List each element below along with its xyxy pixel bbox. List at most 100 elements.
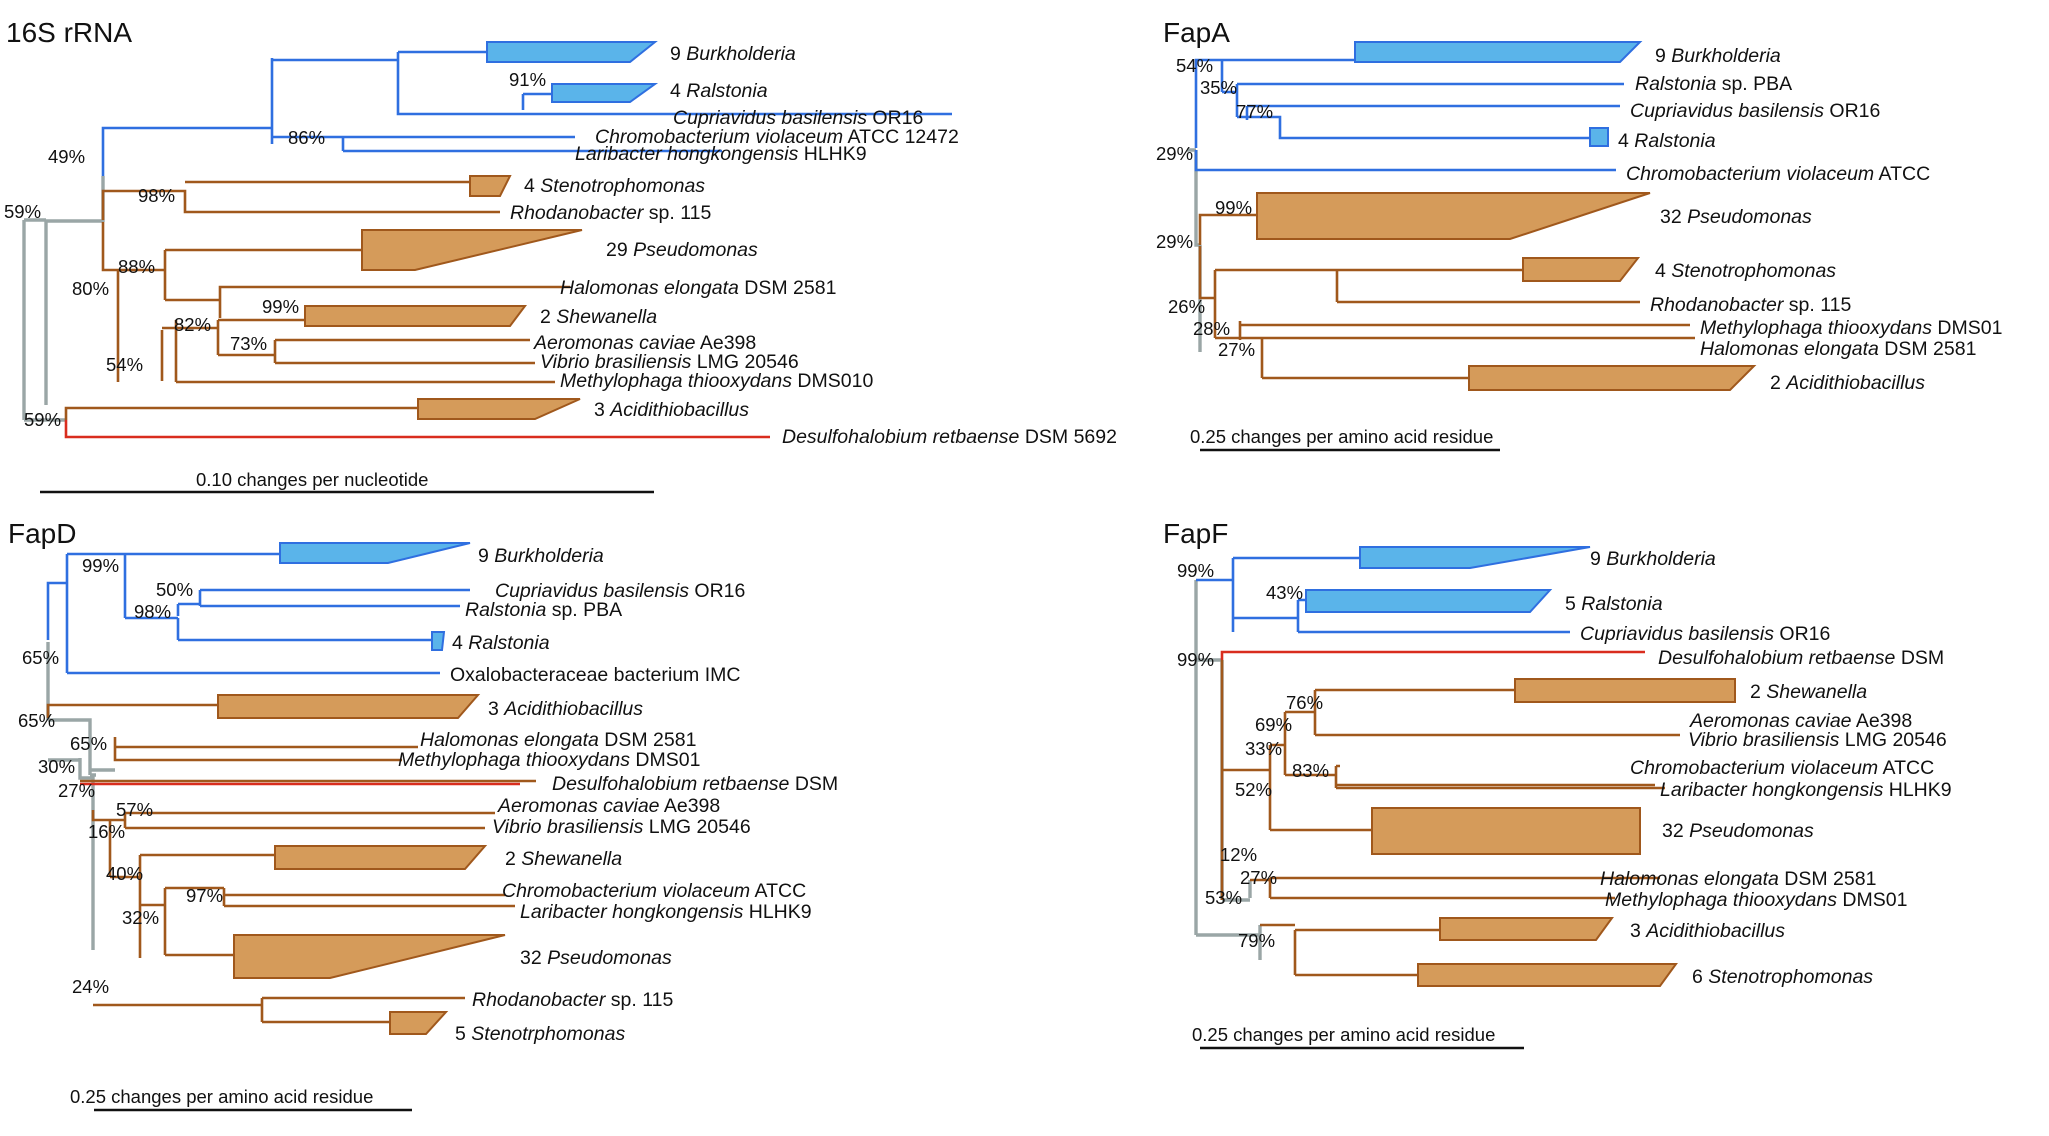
support-value: 69% — [1255, 714, 1292, 735]
support-value: 83% — [1292, 760, 1329, 781]
collapsed-clade-acidithiobacillus — [417, 398, 581, 420]
taxon-label: Rhodanobacter sp. 115 — [510, 202, 711, 224]
support-value: 59% — [24, 409, 61, 430]
taxon-label: 9 Burkholderia — [670, 43, 796, 65]
support-values: 54% 35% 77% 29% 99% 29% 26% 28% 27% — [1156, 55, 1273, 360]
collapsed-clade-shewanella — [274, 845, 488, 870]
support-value: 27% — [1240, 867, 1277, 888]
support-value: 82% — [174, 314, 211, 335]
taxon-label: 4 Ralstonia — [452, 632, 550, 654]
taxon-label: Oxalobacteraceae bacterium IMC — [450, 664, 740, 686]
desulfohalobium-branch — [1220, 650, 1645, 660]
collapsed-clade-stenotrphomonas — [389, 1011, 449, 1035]
taxon-label: Rhodanobacter sp. 115 — [472, 989, 673, 1011]
taxon-label: Halomonas elongata DSM 2581 — [1600, 868, 1876, 890]
taxon-label: Aeromonas caviae Ae398 — [1689, 710, 1912, 732]
support-value: 57% — [116, 799, 153, 820]
beta-branches — [101, 50, 952, 176]
taxon-label: Halomonas elongata DSM 2581 — [1700, 338, 1976, 360]
taxon-label: 2 Shewanella — [540, 306, 657, 328]
taxon-label: Desulfohalobium retbaense DSM 5692 — [782, 426, 1117, 448]
taxon-label: 32 Pseudomonas — [1660, 206, 1812, 228]
taxon-labels: 9 Burkholderia Ralstonia sp. PBA Cupriav… — [1618, 45, 2002, 394]
support-value: 12% — [1220, 844, 1257, 865]
support-value: 99% — [1215, 197, 1252, 218]
collapsed-clade-ralstonia — [1305, 589, 1553, 613]
taxon-label: Methylophaga thiooxydans DMS01 — [1605, 889, 1907, 911]
scale-bar-label: 0.25 changes per amino acid residue — [1192, 1024, 1495, 1045]
root-branch — [1187, 148, 1202, 352]
scale-bar-label: 0.10 changes per nucleotide — [196, 469, 428, 490]
taxon-label: Halomonas elongata DSM 2581 — [420, 729, 696, 751]
panel-fapf: FapF 9 Burkholderia 5 Ralstonia Cupriavi… — [1163, 518, 1952, 1050]
taxon-label: Methylophaga thiooxydans DMS010 — [560, 370, 873, 392]
support-values: 91% 86% 49% 98% 59% 88% 80% 99% 82% 73% … — [4, 69, 546, 430]
support-value: 98% — [134, 601, 171, 622]
collapsed-clade-burkholderia — [1354, 41, 1643, 63]
collapsed-clade-stenotrophomonas — [469, 175, 512, 197]
gamma-branches — [46, 703, 536, 1024]
collapsed-clade-pseudomonas — [361, 229, 583, 271]
taxon-label: 9 Burkholderia — [1655, 45, 1781, 67]
support-value: 33% — [1245, 738, 1282, 759]
taxon-label: Cupriavidus basilensis OR16 — [1580, 623, 1830, 645]
support-value: 27% — [58, 780, 95, 801]
support-value: 99% — [1177, 649, 1214, 670]
taxon-label: 4 Stenotrophomonas — [524, 175, 705, 197]
taxon-label: Cupriavidus basilensis OR16 — [495, 580, 745, 602]
collapsed-clade-burkholderia — [1359, 546, 1591, 569]
taxon-label: Cupriavidus basilensis OR16 — [673, 107, 923, 129]
collapsed-clade-acidithiobacillus — [217, 694, 481, 719]
taxon-label: Aeromonas caviae Ae398 — [533, 332, 756, 354]
taxon-label: 3 Acidithiobacillus — [594, 399, 749, 421]
panel-16s-rrna: 16S rRNA 9 Burkholderia 4 Ralstonia Cupr… — [4, 17, 1117, 494]
support-value: 26% — [1168, 296, 1205, 317]
collapsed-clade-shewanella — [304, 305, 527, 327]
beta-branches — [1194, 58, 1624, 172]
gamma-branches — [1198, 213, 1695, 380]
support-value: 79% — [1238, 930, 1275, 951]
panel-title: 16S rRNA — [6, 17, 132, 48]
panel-title: FapA — [1163, 17, 1230, 48]
taxon-label: Chromobacterium violaceum ATCC 12472 — [595, 126, 959, 148]
beta-branches — [1196, 556, 1570, 634]
collapsed-clade-burkholderia — [486, 41, 658, 63]
support-value: 65% — [70, 733, 107, 754]
taxon-label: Vibrio brasiliensis LMG 20546 — [492, 816, 751, 838]
support-value: 80% — [72, 278, 109, 299]
taxon-label: Halomonas elongata DSM 2581 — [560, 277, 836, 299]
taxon-label: 2 Shewanella — [1750, 681, 1867, 703]
support-value: 99% — [262, 296, 299, 317]
support-value: 24% — [72, 976, 109, 997]
support-value: 29% — [1156, 231, 1193, 252]
taxon-label: 4 Ralstonia — [670, 80, 768, 102]
scale-bar-label: 0.25 changes per amino acid residue — [1190, 426, 1493, 447]
taxon-label: 6 Stenotrophomonas — [1692, 966, 1873, 988]
collapsed-clade-stenotrophomonas — [1522, 257, 1641, 282]
root-branch — [46, 642, 115, 950]
support-value: 88% — [118, 256, 155, 277]
taxon-label: 32 Pseudomonas — [520, 947, 672, 969]
taxon-label: Laribacter hongkongensis HLHK9 — [1660, 779, 1952, 801]
taxon-label: Ralstonia sp. PBA — [465, 599, 622, 621]
support-value: 76% — [1286, 692, 1323, 713]
taxon-label: 32 Pseudomonas — [1662, 820, 1814, 842]
panel-fapd: FapD 9 Burkholderia Cupriavidus basilens… — [8, 518, 838, 1112]
support-value: 54% — [106, 354, 143, 375]
collapsed-clade-pseudomonas — [233, 934, 506, 979]
taxon-label: Vibrio brasiliensis LMG 20546 — [1688, 729, 1947, 751]
beta-branches — [46, 552, 470, 675]
support-value: 99% — [1177, 560, 1214, 581]
taxon-label: 5 Stenotrphomonas — [455, 1023, 625, 1045]
taxon-label: 5 Ralstonia — [1565, 593, 1663, 615]
gamma-branches — [1220, 660, 1680, 977]
taxon-label: 2 Shewanella — [505, 848, 622, 870]
support-value: 32% — [122, 907, 159, 928]
scale-bar-label: 0.25 changes per amino acid residue — [70, 1086, 373, 1107]
collapsed-clade-shewanella — [1514, 678, 1736, 703]
collapsed-clade-pseudomonas — [1256, 192, 1651, 240]
support-value: 99% — [82, 555, 119, 576]
support-value: 28% — [1193, 318, 1230, 339]
taxon-label: 9 Burkholderia — [478, 545, 604, 567]
taxon-label: Desulfohalobium retbaense DSM — [1658, 647, 1944, 669]
